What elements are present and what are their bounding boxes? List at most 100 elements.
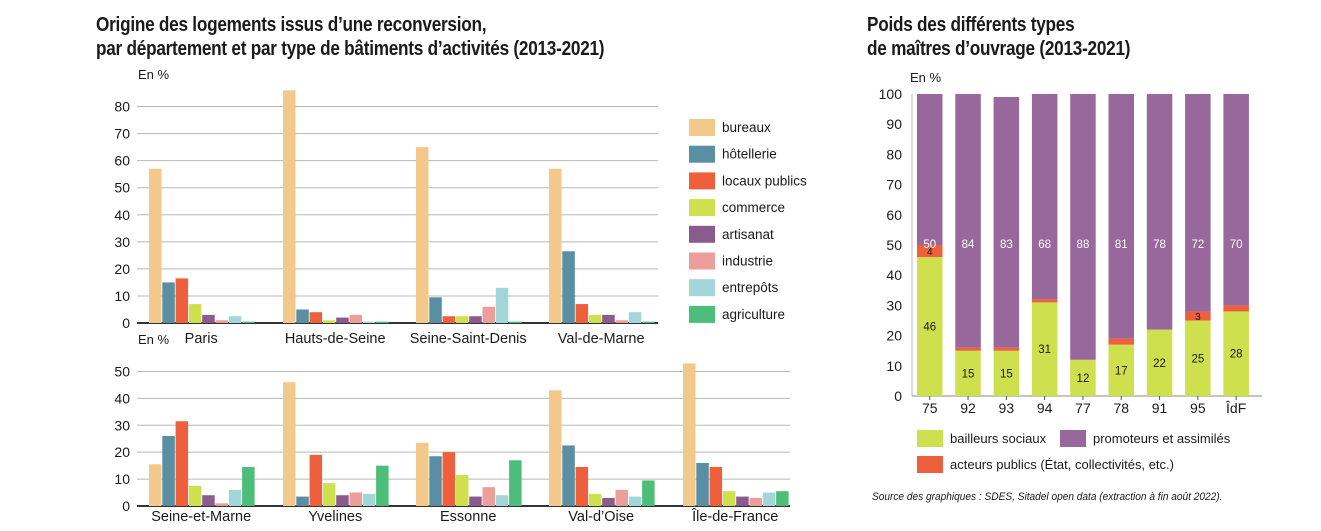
stack-91-bailleurs-sociaux — [1146, 329, 1173, 396]
bar-hauts-de-seine-artisanat — [336, 317, 349, 323]
x-tick-label-75: 75 — [922, 400, 938, 416]
source-note: Source des graphiques : SDES, Sitadel op… — [872, 491, 1223, 503]
stack-75-bailleurs-sociaux — [917, 257, 943, 396]
category-label-paris: Paris — [185, 331, 218, 347]
bar-yvelines-agriculture — [376, 465, 389, 506]
stack-idf-promoteurs-et-assimiles — [1223, 94, 1249, 306]
category-label-val-d-oise: Val-d’Oise — [568, 509, 634, 525]
stack-78-acteurs-publics-etat-collectivites-etc — [1108, 338, 1134, 345]
legend-label-locaux-publics: locaux publics — [722, 173, 807, 188]
bar-val-d-oise-hotellerie — [562, 445, 575, 506]
value-label-78-promoteurs-et-assimiles: 81 — [1115, 239, 1128, 251]
bar-val-d-oise-industrie — [615, 489, 628, 506]
stack-95-acteurs-publics-etat-collectivites-etc — [1185, 311, 1211, 321]
value-label-75-bailleurs-sociaux: 46 — [923, 322, 936, 334]
legend-swatch-commerce — [689, 199, 715, 217]
bar-essonne-hotellerie — [429, 456, 442, 506]
bar-ile-de-france-industrie — [749, 497, 762, 506]
bar-essonne-bureaux — [416, 442, 429, 506]
bar-hauts-de-seine-agriculture — [376, 321, 389, 323]
bar-val-d-oise-bureaux — [549, 390, 562, 506]
left-title-line-1: Origine des logements issus d’une reconv… — [96, 14, 487, 36]
legend-swatch-locaux-publics — [689, 172, 715, 190]
y-tick-label: 40 — [886, 267, 902, 283]
y-tick-label: 40 — [114, 207, 130, 223]
y-tick-label: 0 — [122, 315, 130, 331]
left-chart-title: Origine des logements issus d’une reconv… — [96, 13, 605, 61]
bar-paris-hotellerie — [162, 282, 175, 323]
bar-seine-saint-denis-entrepots — [495, 287, 509, 323]
value-label-92-promoteurs-et-assimiles: 84 — [962, 239, 975, 251]
y-tick-label: 80 — [886, 146, 902, 162]
stack-95-bailleurs-sociaux — [1185, 320, 1211, 396]
bar-val-de-marne-commerce — [588, 314, 602, 323]
bar-paris-bureaux — [149, 168, 162, 323]
bar-essonne-locaux-publics — [442, 452, 456, 506]
bar-val-de-marne-bureaux — [549, 168, 562, 323]
value-label-77-promoteurs-et-assimiles: 88 — [1077, 239, 1090, 251]
stack-idf-acteurs-publics-etat-collectivites-etc — [1223, 305, 1249, 312]
legend-swatch-promoteurs-et-assimiles — [1060, 430, 1086, 447]
bar-yvelines-industrie — [349, 492, 362, 506]
bar-yvelines-bureaux — [283, 382, 296, 506]
legend-label-hotellerie: hôtellerie — [722, 147, 777, 162]
y-tick-label: 80 — [114, 99, 130, 115]
y-tick-label: 10 — [886, 358, 902, 374]
bar-seine-saint-denis-agriculture — [509, 321, 522, 323]
legend-swatch-hotellerie — [689, 145, 715, 163]
x-tick-label-92: 92 — [960, 400, 976, 416]
bar-seine-saint-denis-bureaux — [416, 147, 429, 323]
legend-label-bailleurs-sociaux: bailleurs sociaux — [950, 431, 1047, 446]
legend-label-commerce: commerce — [722, 200, 785, 215]
bar-seine-saint-denis-commerce — [455, 316, 469, 323]
stack-idf-bailleurs-sociaux — [1223, 311, 1249, 396]
value-label-92-bailleurs-sociaux: 15 — [962, 368, 975, 380]
value-label-75-acteurs-publics-etat-collectivites-etc: 4 — [927, 247, 933, 258]
bar-seine-et-marne-locaux-publics — [175, 421, 189, 506]
bar-paris-agriculture — [242, 321, 255, 323]
bar-seine-et-marne-artisanat — [202, 495, 215, 506]
stack-75-promoteurs-et-assimiles — [917, 94, 943, 245]
y-tick-label: 100 — [879, 86, 903, 102]
bar-yvelines-hotellerie — [296, 496, 309, 506]
legend-swatch-artisanat — [689, 225, 715, 243]
bar-val-de-marne-entrepots — [628, 312, 642, 323]
y-tick-label: 30 — [114, 234, 130, 250]
x-tick-label-idf: ÎdF — [1225, 400, 1246, 416]
bar-val-d-oise-entrepots — [628, 496, 642, 506]
y-tick-label: 30 — [886, 297, 902, 313]
stack-77-bailleurs-sociaux — [1070, 359, 1096, 396]
stack-93-acteurs-publics-etat-collectivites-etc — [993, 347, 1020, 351]
y-tick-label: 70 — [114, 126, 130, 142]
y-tick-label: 0 — [894, 388, 902, 404]
legend-label-acteurs-publics-etat-collectivites-etc: acteurs publics (État, collectivités, et… — [950, 457, 1174, 472]
bar-essonne-industrie — [482, 487, 495, 506]
stack-93-bailleurs-sociaux — [993, 350, 1020, 396]
stack-94-bailleurs-sociaux — [1031, 302, 1058, 396]
legend-swatch-entrepots — [689, 279, 715, 297]
bar-paris-industrie — [215, 320, 228, 323]
bar-essonne-artisanat — [469, 496, 482, 506]
stack-92-acteurs-publics-etat-collectivites-etc — [955, 347, 981, 351]
y-tick-label: 50 — [114, 180, 130, 196]
y-tick-label: 50 — [114, 363, 130, 379]
right-chart-title: Poids des différents types de maîtres d’… — [867, 13, 1131, 61]
x-tick-label-91: 91 — [1152, 400, 1168, 416]
value-label-78-bailleurs-sociaux: 17 — [1115, 365, 1128, 377]
bar-val-de-marne-locaux-publics — [575, 304, 589, 323]
legend-label-bureaux: bureaux — [722, 120, 771, 135]
stack-94-acteurs-publics-etat-collectivites-etc — [1031, 299, 1058, 303]
value-label-95-promoteurs-et-assimiles: 72 — [1191, 239, 1204, 251]
y-tick-label: 30 — [114, 417, 130, 433]
y-tick-label: 60 — [886, 207, 902, 223]
bar-yvelines-artisanat — [336, 495, 349, 506]
y-tick-label: 10 — [114, 471, 130, 487]
y-tick-label: 60 — [114, 153, 130, 169]
left-title-line-2: par département et par type de bâtiments… — [96, 38, 605, 60]
stack-95-promoteurs-et-assimiles — [1185, 94, 1211, 312]
y-axis-unit: En % — [910, 70, 942, 85]
legend-label-agriculture: agriculture — [722, 307, 785, 322]
bar-seine-et-marne-industrie — [215, 503, 228, 506]
category-label-yvelines: Yvelines — [308, 509, 362, 525]
